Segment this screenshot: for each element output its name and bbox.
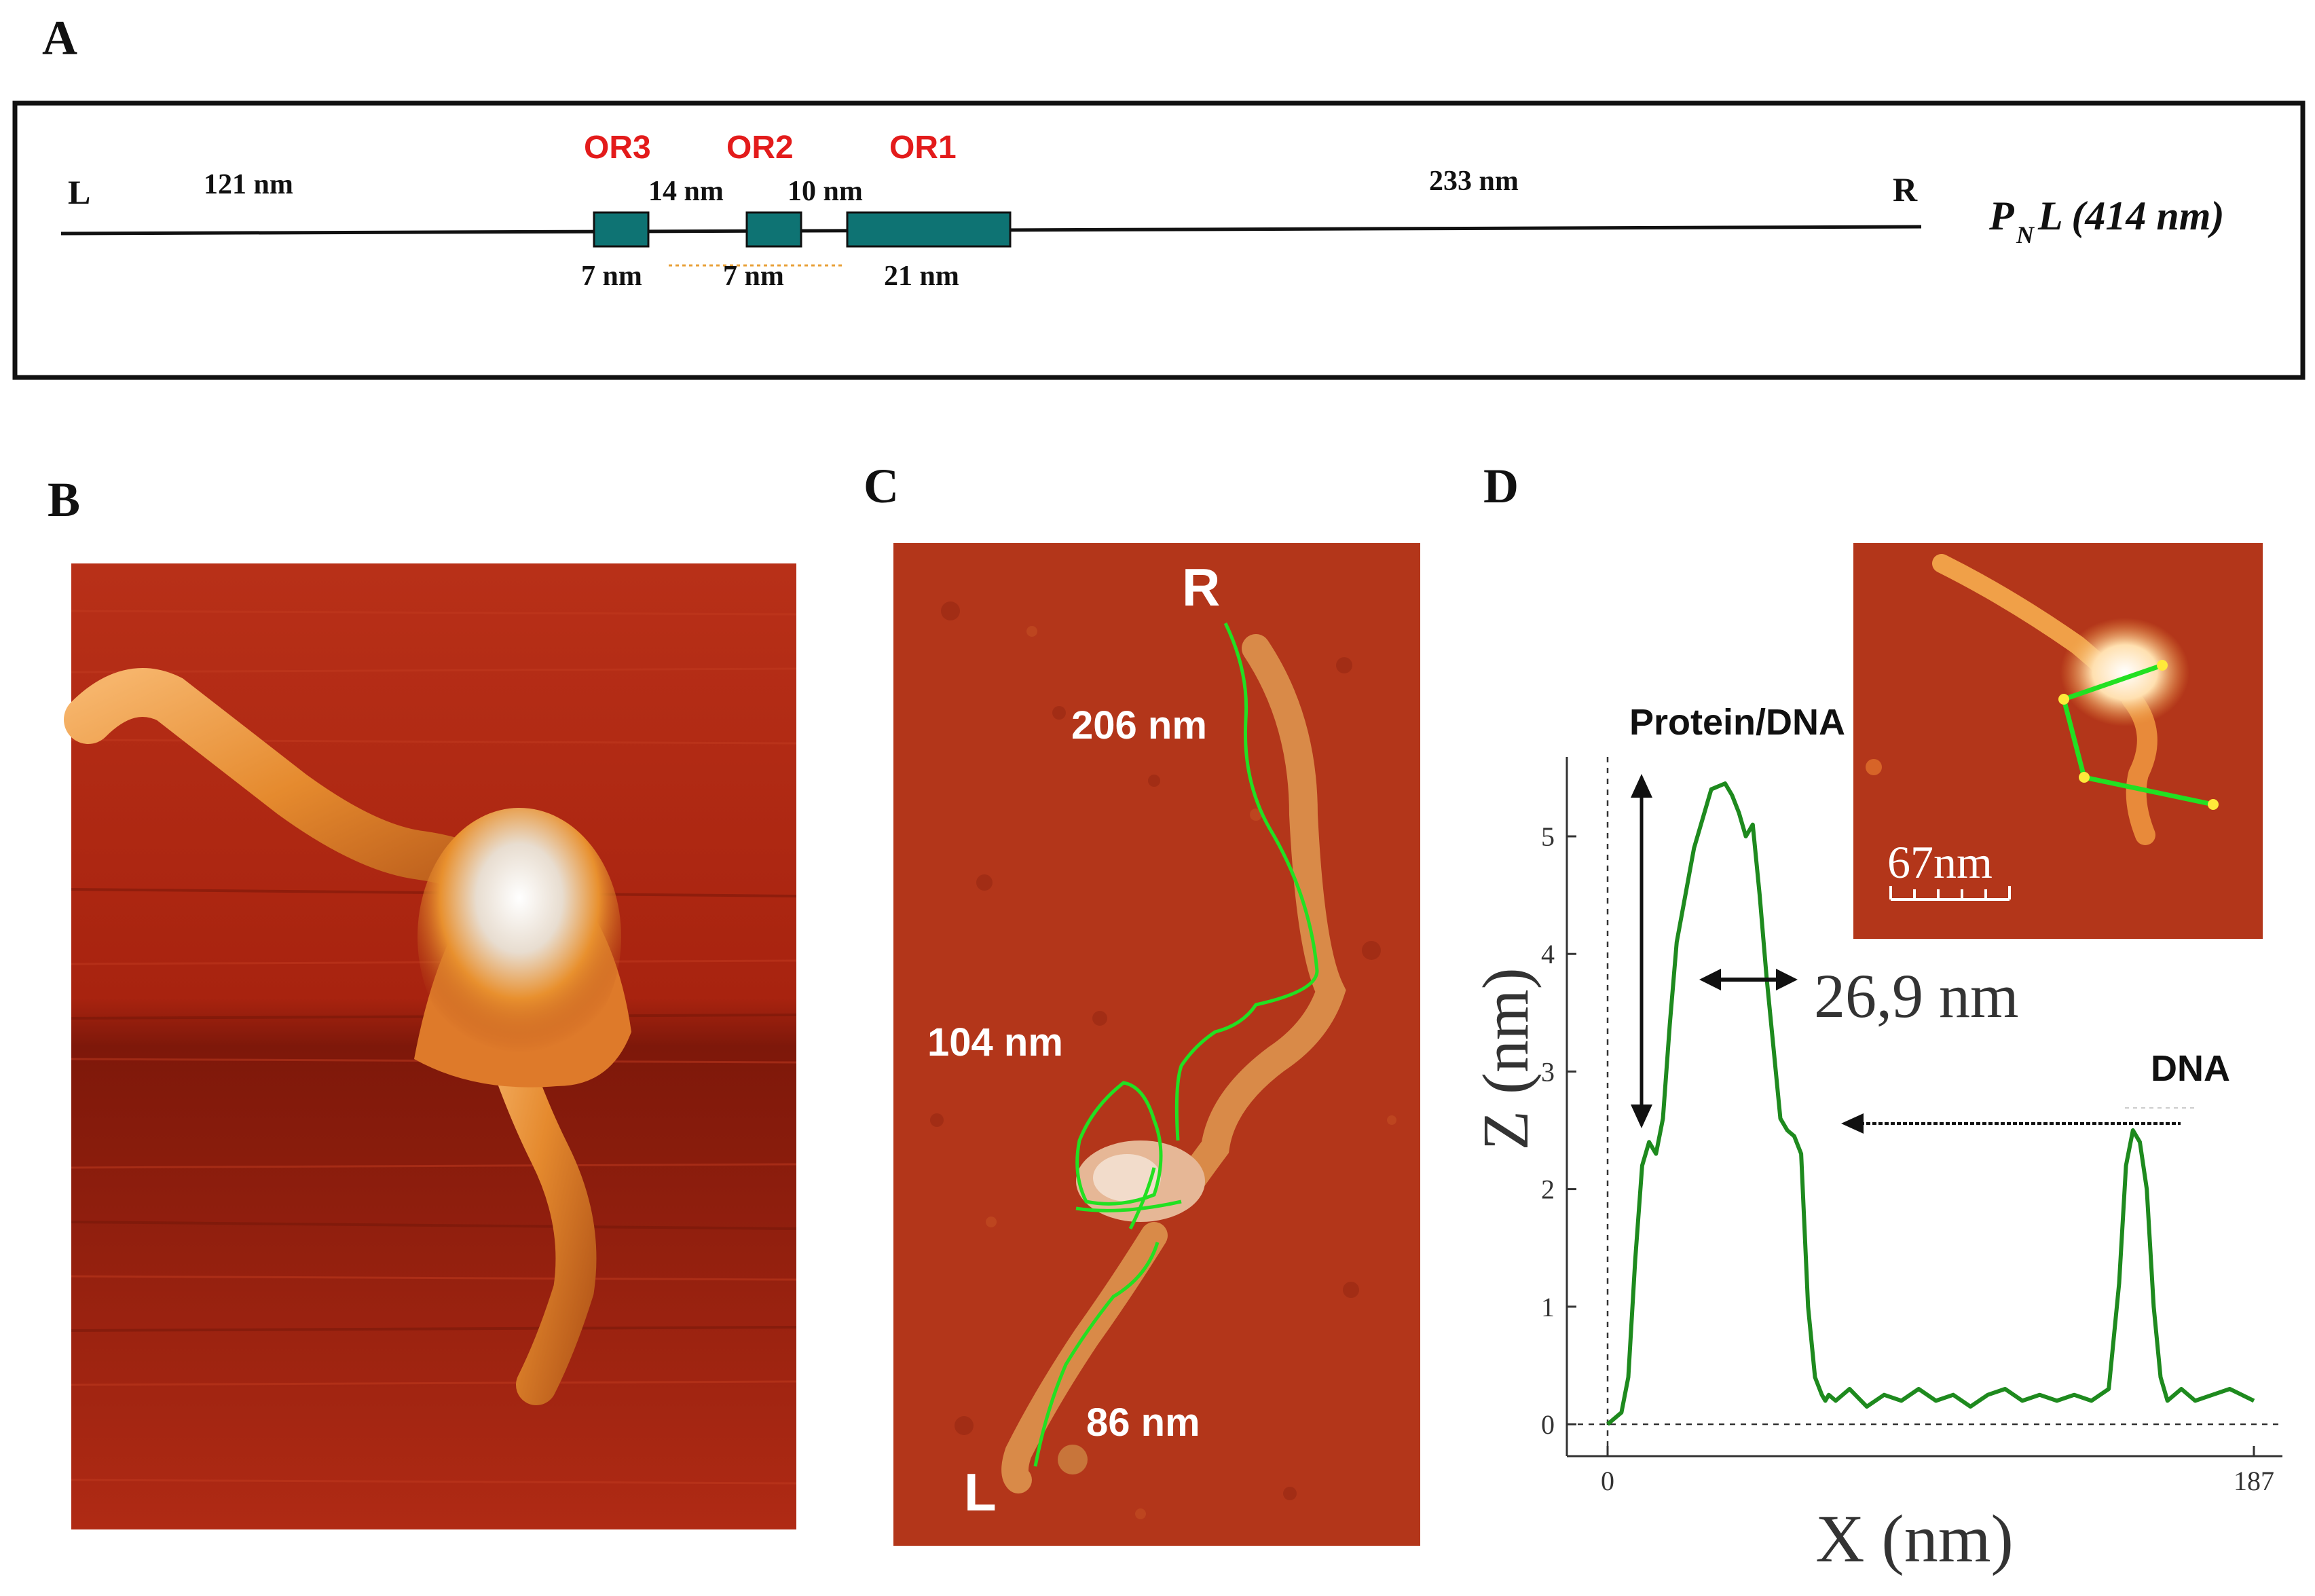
dna-peak-label: DNA xyxy=(2151,1048,2230,1089)
height-arrow xyxy=(1631,774,1652,1128)
strand-end-l: L xyxy=(964,1462,997,1522)
x-axis-label: X (nm) xyxy=(1815,1501,2014,1576)
protein-dna-label: Protein/DNA xyxy=(1629,702,1845,743)
panel-c-letter: C xyxy=(864,459,899,513)
afm-3d-image xyxy=(64,563,797,1529)
or1-box xyxy=(846,211,1012,248)
y-tick-label: 4 xyxy=(1541,939,1555,969)
y-tick-label: 0 xyxy=(1541,1409,1555,1440)
width-arrow xyxy=(1699,969,1798,990)
upper-length-label: 206 nm xyxy=(1071,703,1207,747)
panel-b-letter: B xyxy=(48,472,80,527)
dna-arrow xyxy=(1841,1113,2181,1134)
profile-line xyxy=(1606,781,2255,1426)
loop-length-label: 104 nm xyxy=(927,1020,1063,1064)
x-tick-label: 187 xyxy=(2234,1466,2274,1496)
or3-label: OR3 xyxy=(584,130,651,166)
strand-end-r: R xyxy=(1182,557,1220,617)
panel-d-letter: D xyxy=(1483,459,1519,513)
panel-a-letter: A xyxy=(42,11,77,65)
inset-afm-image xyxy=(1853,543,2263,939)
construct-subscript: N xyxy=(2016,221,2035,248)
left-end-label: L xyxy=(68,173,90,211)
or2-box xyxy=(745,211,802,248)
or2-label: OR2 xyxy=(726,130,794,166)
or1-width-label: 21 nm xyxy=(884,261,959,292)
width-annotation: 26,9 nm xyxy=(1814,961,2019,1031)
inset-scale-label: 67nm xyxy=(1887,836,1993,888)
segment-left-label: 121 nm xyxy=(204,169,293,200)
y-tick-label: 5 xyxy=(1541,821,1555,852)
or2-width-label: 7 nm xyxy=(723,261,784,292)
y-tick-label: 1 xyxy=(1541,1292,1555,1322)
or3-width-label: 7 nm xyxy=(581,261,642,292)
afm-trace-image xyxy=(893,543,1420,1546)
segment-right-label: 233 nm xyxy=(1429,166,1519,197)
construct-p: P xyxy=(1988,193,2015,238)
x-tick-label: 0 xyxy=(1601,1466,1614,1496)
y-axis-label: Z (nm) xyxy=(1469,967,1542,1150)
panel-a-frame xyxy=(12,100,2305,380)
or1-label: OR1 xyxy=(889,130,957,166)
or3-box xyxy=(593,211,650,248)
profile-plot: 0 1 2 3 4 5 0 187 xyxy=(1541,757,2282,1496)
y-tick-label: 3 xyxy=(1541,1056,1555,1087)
right-end-label: R xyxy=(1893,170,1918,208)
y-tick-label: 2 xyxy=(1541,1174,1555,1205)
gap-or2-or1-label: 10 nm xyxy=(788,176,863,207)
gap-or3-or2-label: 14 nm xyxy=(648,176,724,207)
construct-rest: L (414 nm) xyxy=(2037,193,2224,238)
lower-length-label: 86 nm xyxy=(1086,1400,1200,1445)
